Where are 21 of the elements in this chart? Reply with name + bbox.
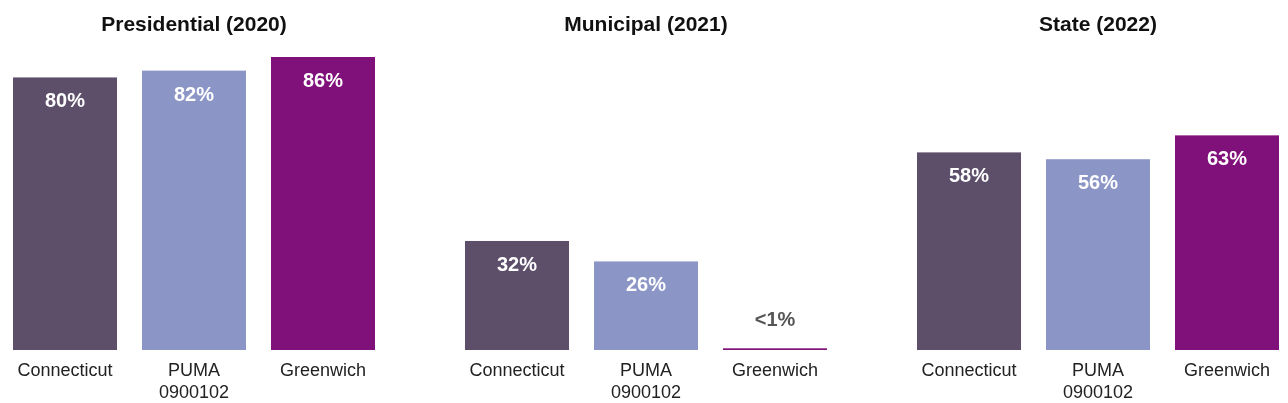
data-label: 80%: [44, 89, 86, 112]
chart-title: Municipal (2021): [564, 12, 728, 35]
data-label: 58%: [948, 164, 990, 187]
x-tick-label: PUMA 0900102: [158, 360, 230, 402]
data-label: <1%: [754, 308, 796, 331]
x-tick-label: Connecticut: [17, 360, 113, 380]
data-label: 82%: [173, 82, 215, 105]
data-label: 26%: [625, 273, 667, 296]
x-tick-label: Greenwich: [279, 360, 367, 380]
x-tick-label: Connecticut: [469, 360, 565, 380]
chart-title: Presidential (2020): [101, 12, 287, 35]
x-tick-label: Greenwich: [1183, 360, 1271, 380]
x-tick-label: Greenwich: [731, 360, 819, 380]
x-tick-label: Connecticut: [921, 360, 1017, 380]
x-tick-label: PUMA 0900102: [1062, 360, 1134, 402]
data-label: 32%: [496, 252, 538, 275]
data-label: 63%: [1206, 147, 1248, 170]
chart-title: State (2022): [1039, 12, 1157, 35]
data-label: 86%: [302, 69, 344, 91]
x-tick-label: PUMA 0900102: [610, 360, 682, 402]
data-label: 56%: [1077, 171, 1119, 194]
